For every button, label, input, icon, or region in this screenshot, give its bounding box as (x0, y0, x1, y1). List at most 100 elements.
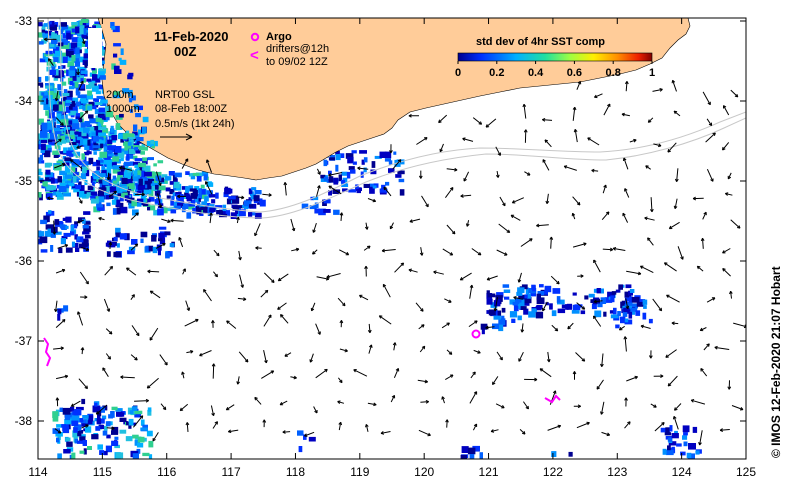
sst-pixel (169, 171, 175, 176)
sst-pixel (618, 284, 623, 289)
sst-pixel (40, 131, 48, 138)
sst-pixel (385, 158, 391, 161)
sst-pixel (581, 310, 586, 314)
sst-pixel (667, 445, 671, 450)
sst-pixel (71, 225, 75, 231)
sst-pixel (558, 309, 566, 314)
sst-pixel (136, 137, 144, 141)
sst-pixel (113, 181, 117, 184)
sst-pixel (77, 236, 80, 240)
colorbar-tick-label: 0.6 (567, 67, 582, 79)
sst-pixel (140, 239, 143, 243)
sst-pixel (353, 162, 357, 165)
sst-pixel (468, 448, 476, 455)
sst-pixel (113, 208, 117, 215)
sst-pixel (76, 113, 80, 116)
sst-pixel (693, 427, 697, 433)
sst-pixel (140, 428, 148, 431)
sst-pixel (620, 317, 625, 324)
sst-pixel (135, 158, 143, 161)
lon-tick-label: 117 (222, 465, 241, 479)
sst-pixel (193, 173, 200, 176)
sst-pixel (623, 308, 629, 312)
sst-pixel (99, 450, 104, 455)
sst-pixel (615, 325, 619, 329)
sst-pixel (329, 176, 334, 182)
sst-pixel (399, 179, 405, 182)
sst-pixel (140, 151, 145, 155)
sst-pixel (120, 418, 127, 422)
sst-pixel (126, 436, 133, 441)
sst-pixel (649, 319, 653, 323)
sst-pixel (393, 152, 396, 155)
sst-pixel (573, 293, 577, 296)
sst-pixel (80, 98, 86, 101)
sst-pixel (185, 186, 189, 193)
sst-pixel (75, 82, 79, 88)
sst-pixel (545, 286, 552, 292)
sst-pixel (72, 411, 77, 415)
sst-pixel (53, 128, 60, 131)
sst-pixel (215, 193, 219, 199)
sst-pixel (63, 449, 70, 454)
sst-pixel (120, 430, 127, 434)
sst-pixel (688, 443, 696, 450)
sst-pixel (254, 190, 261, 194)
copyright-label: © IMOS 12-Feb-2020 21:07 Hobart (769, 266, 783, 458)
sst-pixel (53, 104, 59, 110)
sst-pixel (93, 151, 97, 155)
sst-pixel (65, 438, 70, 442)
sst-pixel (174, 182, 180, 188)
sst-pixel (309, 437, 316, 442)
sst-pixel (72, 242, 75, 247)
sst-pixel (85, 61, 88, 68)
sst-pixel (144, 172, 152, 177)
sst-pixel (78, 95, 83, 98)
sst-pixel (248, 212, 252, 217)
sst-pixel (72, 29, 76, 33)
sst-pixel (186, 212, 191, 218)
sst-pixel (148, 407, 152, 411)
sst-pixel (95, 426, 100, 431)
sst-pixel (99, 180, 103, 184)
sst-pixel (683, 432, 688, 435)
sst-pixel (134, 170, 137, 176)
sst-pixel (209, 208, 216, 212)
sst-pixel (297, 430, 304, 435)
sst-pixel (62, 140, 67, 144)
sst-pixel (299, 446, 303, 452)
lon-tick-label: 118 (286, 465, 305, 479)
sst-pixel (135, 411, 143, 415)
source-date-label: 08-Feb 18:00Z (155, 103, 227, 115)
sst-pixel (62, 82, 66, 86)
sst-pixel (56, 193, 62, 198)
sst-pixel (45, 110, 49, 116)
sst-pixel (84, 121, 90, 126)
colorbar-tick-label: 0.2 (489, 67, 504, 79)
sst-pixel (97, 418, 102, 424)
sst-pixel (81, 70, 87, 74)
sst-pixel (45, 170, 50, 175)
sst-pixel (123, 133, 128, 139)
sst-pixel (119, 207, 127, 214)
sst-pixel (87, 91, 92, 96)
sst-pixel (71, 453, 75, 459)
sst-pixel (71, 119, 78, 124)
sst-pixel (336, 154, 341, 160)
sst-pixel (69, 120, 73, 124)
sst-pixel (70, 231, 74, 236)
sst-pixel (552, 310, 557, 316)
sst-pixel (71, 22, 78, 25)
sst-pixel (58, 309, 62, 314)
sst-pixel (536, 305, 542, 310)
sst-pixel (114, 69, 122, 74)
sst-pixel (66, 248, 73, 253)
sst-pixel (492, 324, 499, 330)
sst-pixel (53, 192, 57, 196)
sst-pixel (610, 310, 613, 313)
sst-pixel (569, 452, 573, 457)
sst-pixel (88, 420, 93, 424)
sst-pixel (51, 40, 58, 44)
sst-pixel (110, 411, 115, 418)
sst-pixel (191, 193, 198, 199)
